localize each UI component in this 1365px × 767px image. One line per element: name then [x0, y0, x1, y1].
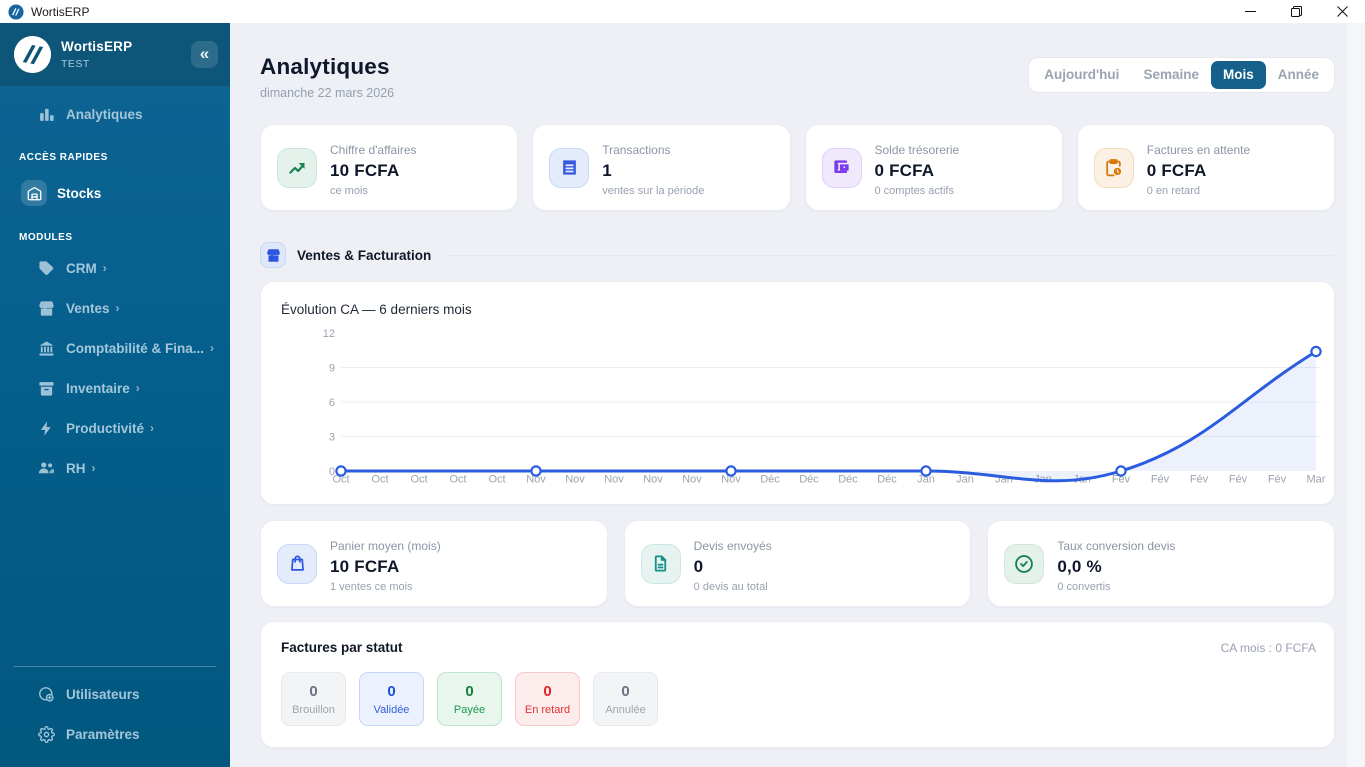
- svg-text:Fév: Fév: [1268, 474, 1287, 486]
- svg-text:Nov: Nov: [526, 474, 546, 486]
- svg-text:Oct: Oct: [488, 474, 505, 486]
- svg-text:Nov: Nov: [643, 474, 663, 486]
- svg-text:0: 0: [329, 466, 335, 478]
- svg-text:12: 12: [323, 328, 335, 340]
- svg-text:Fév: Fév: [1112, 474, 1131, 486]
- svg-text:Déc: Déc: [760, 474, 780, 486]
- svg-text:Fév: Fév: [1190, 474, 1209, 486]
- svg-text:Jan: Jan: [956, 474, 974, 486]
- svg-text:Nov: Nov: [565, 474, 585, 486]
- svg-text:Oct: Oct: [332, 474, 349, 486]
- svg-text:Oct: Oct: [371, 474, 388, 486]
- svg-text:Déc: Déc: [799, 474, 819, 486]
- svg-text:Déc: Déc: [838, 474, 858, 486]
- svg-text:Nov: Nov: [682, 474, 702, 486]
- svg-text:Jan: Jan: [917, 474, 935, 486]
- svg-text:Fév: Fév: [1151, 474, 1170, 486]
- svg-text:Oct: Oct: [410, 474, 427, 486]
- svg-text:Fév: Fév: [1229, 474, 1248, 486]
- svg-text:6: 6: [329, 397, 335, 409]
- svg-text:9: 9: [329, 363, 335, 375]
- svg-text:Nov: Nov: [721, 474, 741, 486]
- svg-text:Nov: Nov: [604, 474, 624, 486]
- svg-text:Mar: Mar: [1307, 474, 1326, 486]
- svg-text:Déc: Déc: [877, 474, 897, 486]
- svg-text:3: 3: [329, 432, 335, 444]
- svg-text:Oct: Oct: [449, 474, 466, 486]
